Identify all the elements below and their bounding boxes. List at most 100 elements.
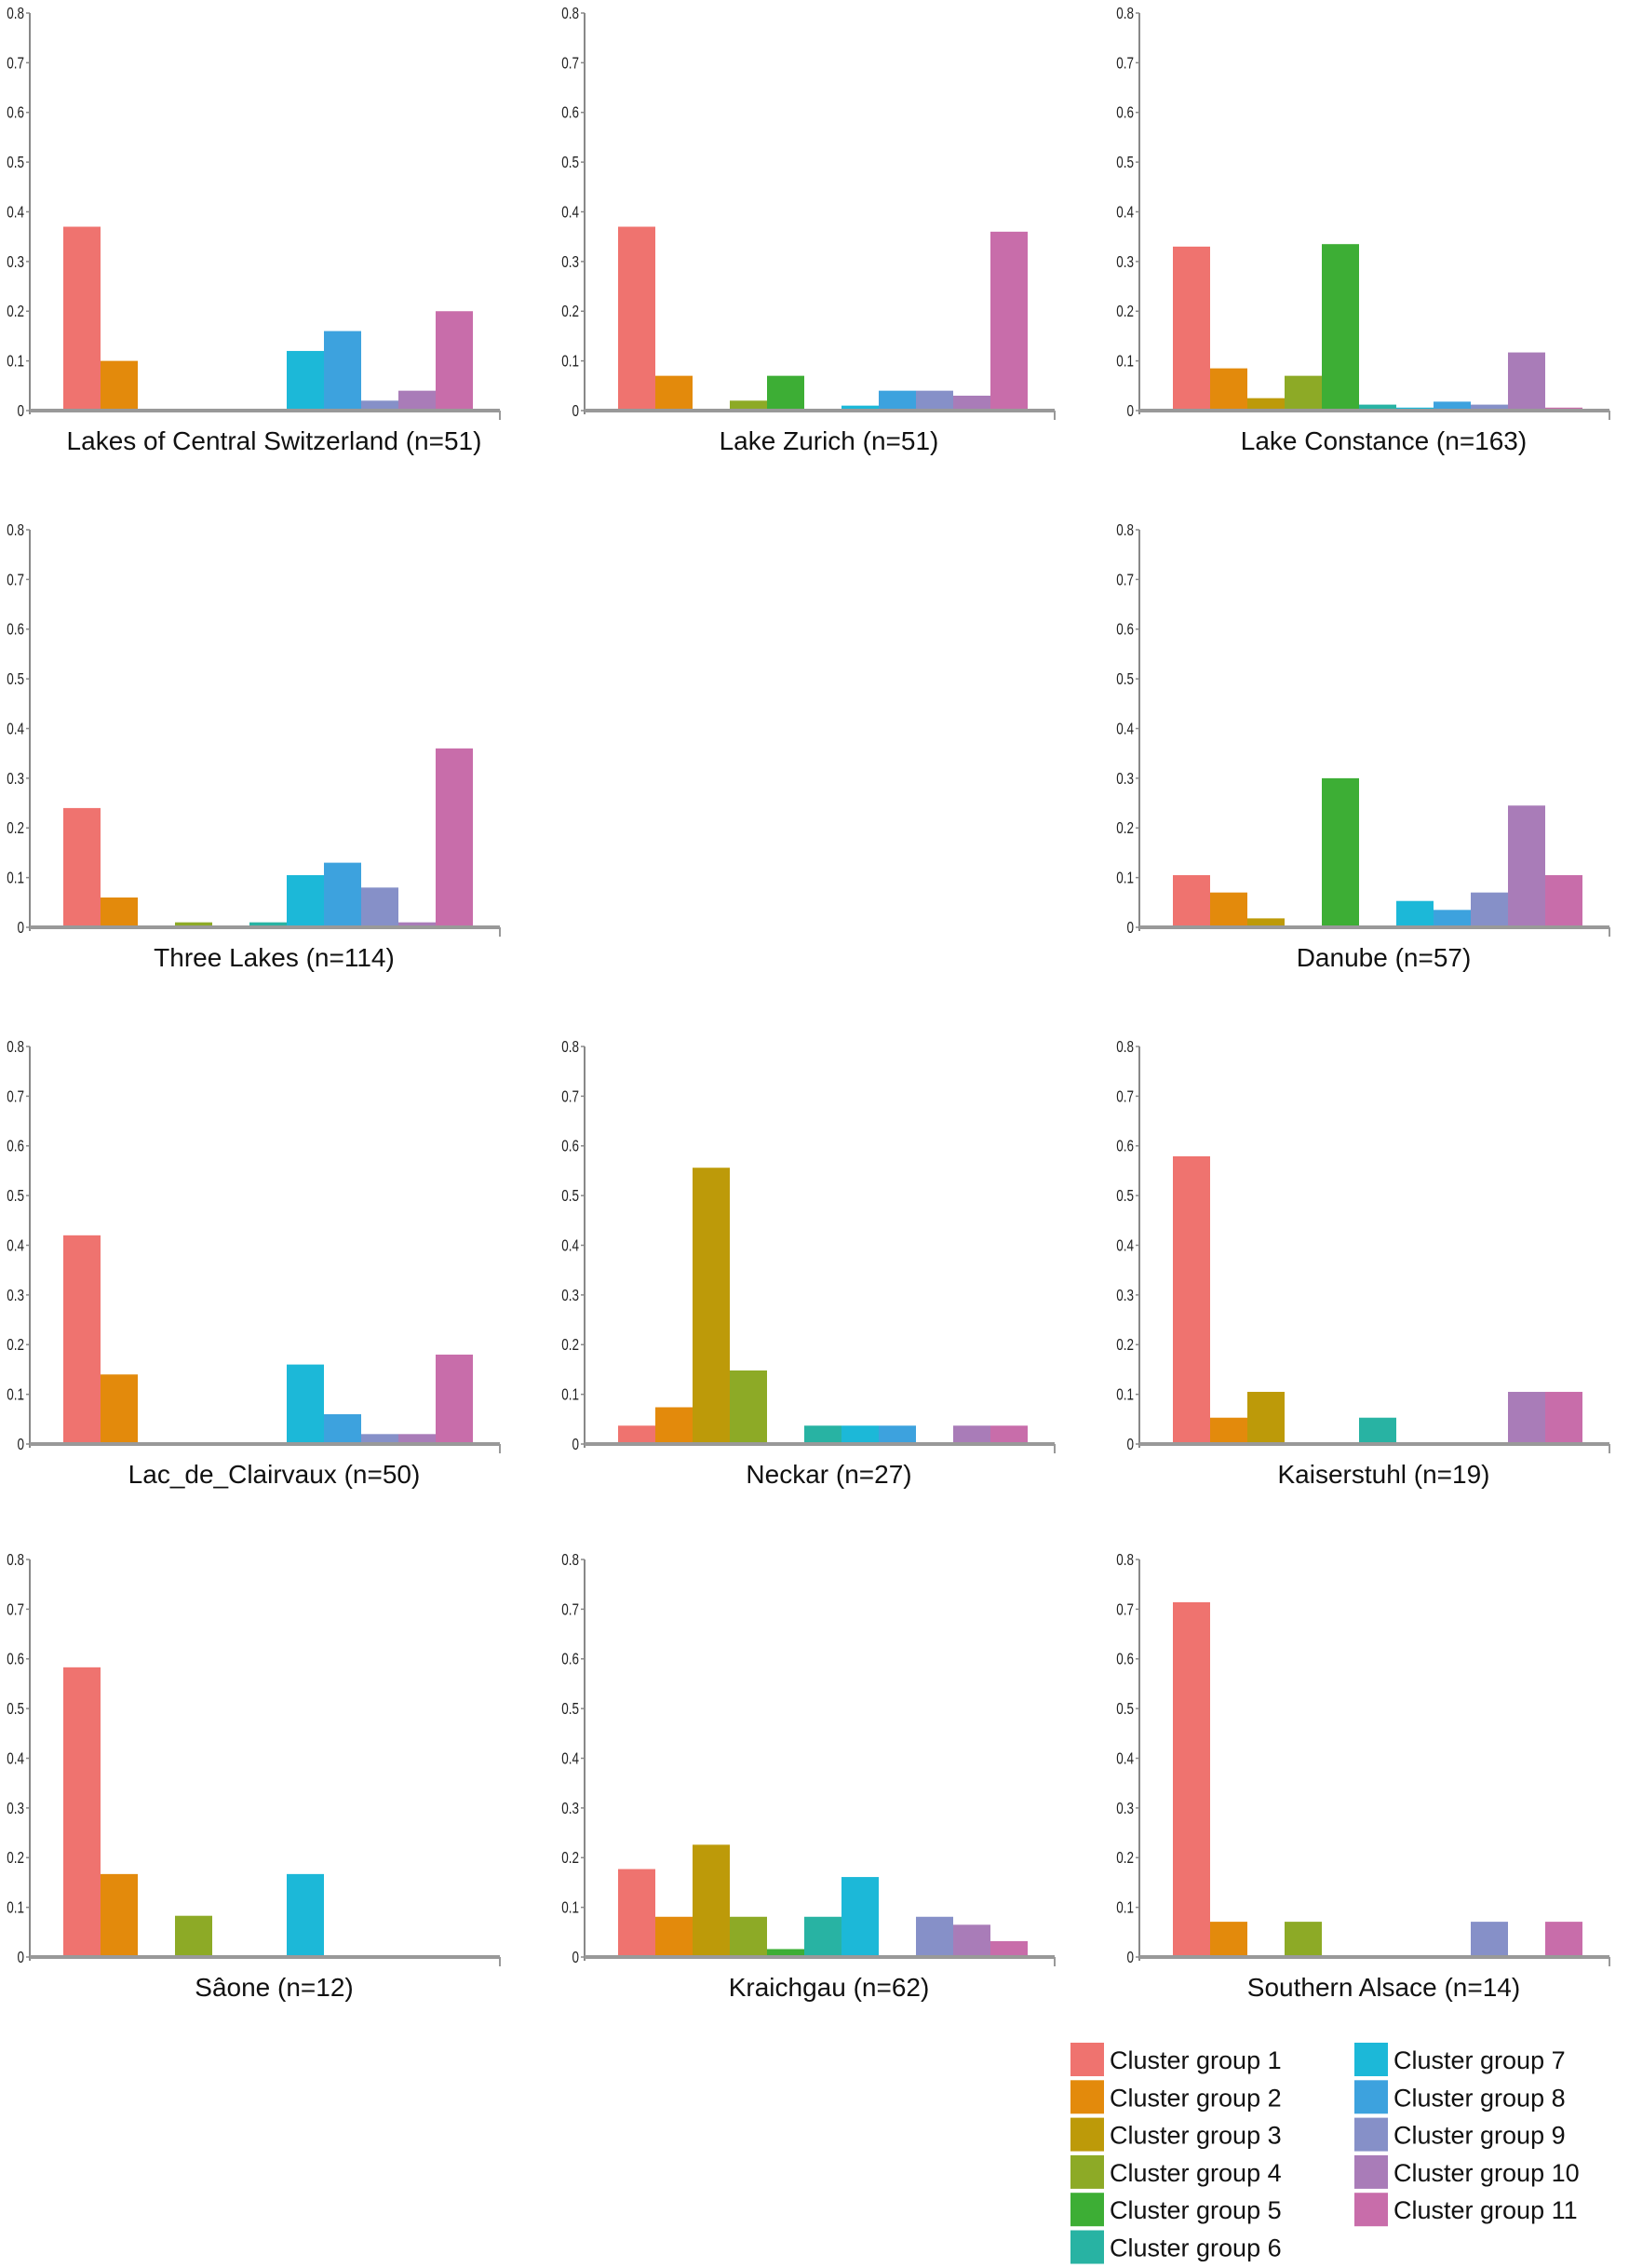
legend-label: Cluster group 9 xyxy=(1393,2122,1566,2150)
panel-title: Neckar (n=27) xyxy=(746,1460,911,1489)
y-tick-label: 0.4 xyxy=(1116,1237,1134,1255)
panel-title: Southern Alsace (n=14) xyxy=(1247,1973,1520,2002)
bar-cluster-group-2 xyxy=(101,1374,138,1444)
legend-swatch xyxy=(1070,2080,1104,2114)
bar-cluster-group-8 xyxy=(324,331,361,411)
bar-cluster-group-5 xyxy=(1322,244,1359,411)
y-tick-label: 0 xyxy=(572,1949,579,1966)
y-tick-label: 0.8 xyxy=(1116,1038,1134,1056)
y-tick-label: 0 xyxy=(1126,402,1134,420)
y-tick-label: 0.2 xyxy=(7,820,24,838)
bar-cluster-group-9 xyxy=(1471,1922,1508,1957)
chart-panel: 0 0.1 0.2 0.3 0.4 0.5 0.6 0.7 0.8 Danube (n=57) xyxy=(1116,521,1610,972)
bar-cluster-group-10 xyxy=(398,922,436,927)
y-tick-label: 0.5 xyxy=(561,154,579,171)
y-tick-label: 0.7 xyxy=(1116,572,1134,589)
bar-cluster-group-11 xyxy=(1545,1391,1582,1444)
legend-item: Cluster group 2 xyxy=(1070,2080,1282,2114)
bar-cluster-group-2 xyxy=(101,360,138,411)
bar-cluster-group-10 xyxy=(1508,352,1545,411)
y-tick-label: 0.7 xyxy=(7,1088,24,1106)
y-tick-label: 0 xyxy=(17,919,24,937)
y-tick-label: 0.8 xyxy=(561,5,579,22)
bar-cluster-group-1 xyxy=(1173,874,1210,927)
y-tick-label: 0.1 xyxy=(1116,353,1134,371)
y-tick-label: 0.1 xyxy=(1116,870,1134,887)
bar-cluster-group-2 xyxy=(1210,1417,1247,1444)
legend-swatch xyxy=(1070,2154,1104,2189)
bar-cluster-group-8 xyxy=(1434,401,1471,411)
bar-cluster-group-4 xyxy=(1285,1922,1322,1957)
bar-cluster-group-9 xyxy=(916,390,953,411)
y-tick-label: 0.5 xyxy=(1116,1187,1134,1205)
bar-cluster-group-11 xyxy=(436,311,473,411)
y-tick-label: 0.1 xyxy=(1116,1899,1134,1917)
chart-panel: 0 0.1 0.2 0.3 0.4 0.5 0.6 0.7 0.8 Sâone (n=12) xyxy=(7,1551,501,2002)
y-tick-label: 0.4 xyxy=(7,1237,24,1255)
bar-cluster-group-8 xyxy=(879,1425,916,1444)
bar-cluster-group-7 xyxy=(841,1877,879,1957)
chart-panel: 0 0.1 0.2 0.3 0.4 0.5 0.6 0.7 0.8 Lac_de_Clairvau… xyxy=(7,1038,501,1489)
y-tick-label: 0.6 xyxy=(7,621,24,639)
legend-swatch xyxy=(1354,2117,1388,2152)
panel-title: Danube (n=57) xyxy=(1297,943,1472,972)
legend-item: Cluster group 11 xyxy=(1354,2193,1578,2227)
legend-swatch xyxy=(1070,2043,1104,2076)
bar-cluster-group-8 xyxy=(324,862,361,927)
y-tick-label: 0.3 xyxy=(7,253,24,271)
y-tick-label: 0.6 xyxy=(561,1138,579,1155)
panel-title: Three Lakes (n=114) xyxy=(154,943,395,972)
y-tick-label: 0.5 xyxy=(7,154,24,171)
bar-cluster-group-11 xyxy=(436,1354,473,1444)
bar-cluster-group-6 xyxy=(804,1916,841,1957)
y-tick-label: 0.5 xyxy=(561,1187,579,1205)
bar-cluster-group-10 xyxy=(953,1924,990,1957)
bar-cluster-group-1 xyxy=(618,226,655,411)
y-tick-label: 0.2 xyxy=(7,1337,24,1355)
y-tick-label: 0.6 xyxy=(7,104,24,122)
bar-cluster-group-4 xyxy=(730,1916,767,1957)
y-tick-label: 0.2 xyxy=(561,1850,579,1868)
legend-swatch xyxy=(1070,2117,1104,2152)
legend-label: Cluster group 10 xyxy=(1393,2159,1580,2187)
legend-swatch xyxy=(1354,2080,1388,2114)
chart-panel: 0 0.1 0.2 0.3 0.4 0.5 0.6 0.7 0.8 Lakes of Centra… xyxy=(7,5,501,455)
y-tick-label: 0.6 xyxy=(1116,1651,1134,1668)
bar-cluster-group-8 xyxy=(324,1413,361,1444)
y-tick-label: 0.3 xyxy=(1116,1287,1134,1304)
y-tick-label: 0 xyxy=(1126,1949,1134,1966)
bar-cluster-group-4 xyxy=(730,400,767,411)
y-tick-label: 0.2 xyxy=(7,1850,24,1868)
y-tick-label: 0.7 xyxy=(7,1601,24,1619)
bar-cluster-group-8 xyxy=(879,390,916,411)
panel-title: Lakes of Central Switzerland (n=51) xyxy=(67,426,482,455)
chart-panel: 0 0.1 0.2 0.3 0.4 0.5 0.6 0.7 0.8 Southern Alsace… xyxy=(1116,1551,1610,2002)
y-tick-label: 0.7 xyxy=(1116,55,1134,73)
bar-cluster-group-2 xyxy=(1210,368,1247,411)
y-tick-label: 0.8 xyxy=(1116,1551,1134,1569)
y-tick-label: 0.1 xyxy=(7,1899,24,1917)
legend-label: Cluster group 3 xyxy=(1110,2122,1282,2150)
bar-cluster-group-1 xyxy=(63,1667,101,1957)
legend-item: Cluster group 10 xyxy=(1354,2154,1580,2189)
y-tick-label: 0.1 xyxy=(561,353,579,371)
legend-label: Cluster group 1 xyxy=(1110,2046,1282,2074)
y-tick-label: 0.6 xyxy=(7,1651,24,1668)
bar-cluster-group-9 xyxy=(916,1916,953,1957)
bar-cluster-group-1 xyxy=(1173,1155,1210,1444)
bar-cluster-group-3 xyxy=(1247,918,1285,927)
bar-cluster-group-10 xyxy=(398,1434,436,1444)
y-tick-label: 0.3 xyxy=(7,770,24,788)
y-tick-label: 0.7 xyxy=(7,572,24,589)
bar-cluster-group-1 xyxy=(1173,1601,1210,1957)
bar-cluster-group-11 xyxy=(1545,1922,1582,1957)
y-tick-label: 0 xyxy=(17,1436,24,1453)
chart-panel: 0 0.1 0.2 0.3 0.4 0.5 0.6 0.7 0.8 Three Lakes (n=… xyxy=(7,521,501,972)
bar-cluster-group-6 xyxy=(1359,404,1396,411)
bar-cluster-group-11 xyxy=(990,231,1028,411)
y-tick-label: 0.7 xyxy=(1116,1088,1134,1106)
chart-panel: 0 0.1 0.2 0.3 0.4 0.5 0.6 0.7 0.8 Kaiserstuhl (n=… xyxy=(1116,1038,1610,1489)
y-tick-label: 0 xyxy=(17,402,24,420)
y-tick-label: 0.8 xyxy=(561,1038,579,1056)
y-tick-label: 0 xyxy=(572,402,579,420)
